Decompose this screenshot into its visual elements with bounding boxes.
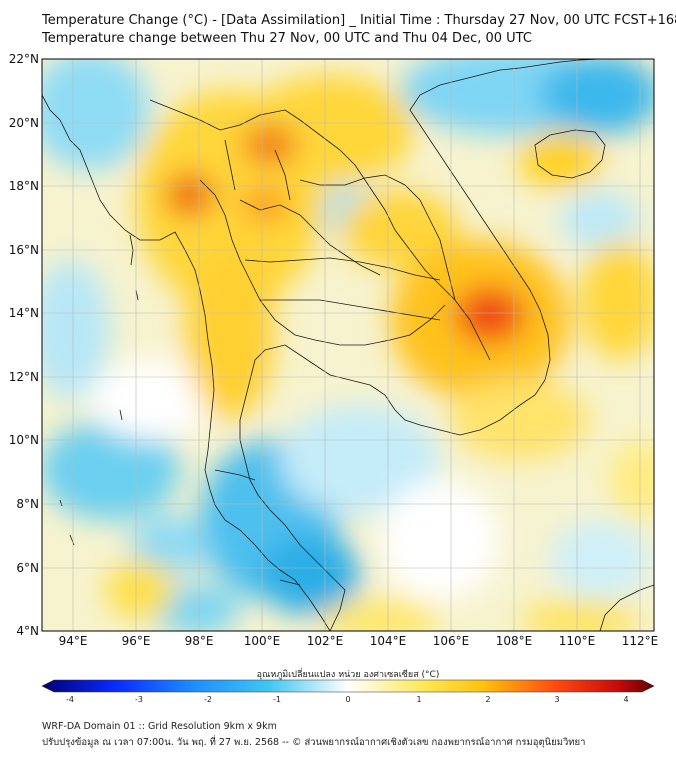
lon-label: 96°E xyxy=(122,634,151,648)
lon-label: 98°E xyxy=(185,634,214,648)
lon-label: 102°E xyxy=(307,634,344,648)
lon-label: 94°E xyxy=(59,634,88,648)
footer-grid-info: WRF-DA Domain 01 :: Grid Resolution 9km … xyxy=(42,721,277,732)
lon-label: 106°E xyxy=(433,634,470,648)
footer-credit: ปรับปรุงข้อมูล ณ เวลา 07:00น. วัน พฤ. ที… xyxy=(42,737,586,748)
coastline-borders xyxy=(42,59,654,631)
colorbar-tick: 0 xyxy=(345,695,350,704)
lat-label: 22°N xyxy=(9,52,39,66)
lon-label: 104°E xyxy=(370,634,407,648)
colorbar-ticks: -4 -3 -2 -1 0 1 2 3 4 xyxy=(66,695,629,704)
lat-label: 14°N xyxy=(9,306,39,320)
lat-label: 20°N xyxy=(9,116,39,130)
lat-label: 8°N xyxy=(16,497,39,511)
temperature-field xyxy=(42,59,654,631)
lat-label: 18°N xyxy=(9,179,39,193)
colorbar-tick: 3 xyxy=(554,695,559,704)
longitude-labels: 94°E 96°E 98°E 100°E 102°E 104°E 106°E 1… xyxy=(59,634,659,648)
colorbar xyxy=(41,679,655,693)
colorbar-tick: 2 xyxy=(485,695,490,704)
gridlines xyxy=(42,59,654,631)
latitude-labels: 22°N 20°N 18°N 16°N 14°N 12°N 10°N 8°N 6… xyxy=(9,52,39,638)
lat-label: 4°N xyxy=(16,624,39,638)
lon-label: 108°E xyxy=(496,634,533,648)
lon-label: 110°E xyxy=(559,634,596,648)
colorbar-tick: -2 xyxy=(204,695,212,704)
lon-label: 112°E xyxy=(622,634,659,648)
map-title: Temperature Change (°C) - [Data Assimila… xyxy=(42,13,676,28)
lon-label: 100°E xyxy=(244,634,281,648)
colorbar-title: อุณหภูมิเปลี่ยนแปลง หน่วย องศาเซลเซียส (… xyxy=(257,667,440,680)
lat-label: 16°N xyxy=(9,243,39,257)
lat-label: 10°N xyxy=(9,433,39,447)
colorbar-tick: 4 xyxy=(623,695,628,704)
lat-label: 6°N xyxy=(16,561,39,575)
colorbar-tick: -3 xyxy=(135,695,143,704)
lat-label: 12°N xyxy=(9,370,39,384)
colorbar-tick: 1 xyxy=(416,695,421,704)
map-subtitle: Temperature change between Thu 27 Nov, 0… xyxy=(42,31,532,46)
colorbar-tick: -4 xyxy=(66,695,74,704)
map-frame xyxy=(41,58,655,632)
colorbar-tick: -1 xyxy=(273,695,281,704)
